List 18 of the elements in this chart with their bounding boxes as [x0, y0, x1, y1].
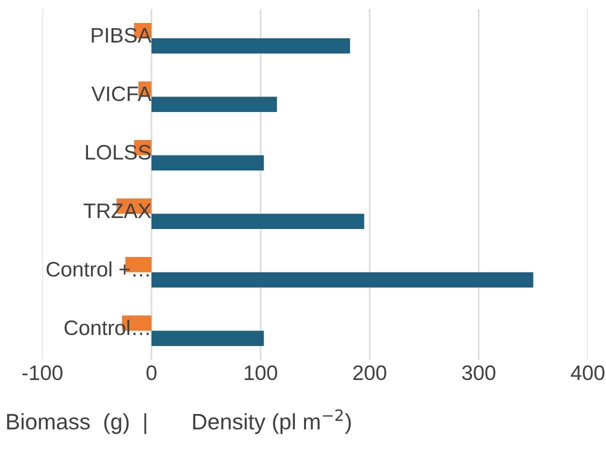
bar — [152, 38, 350, 54]
x-axis-title: Biomass (g) | Density (pl m$^{−2}$) — [7, 409, 351, 434]
y-tick-label: PIBSA — [92, 28, 152, 43]
x-tick-label: -100 — [22, 365, 62, 380]
bar — [152, 96, 277, 112]
bar — [152, 330, 264, 346]
x-tick-label: 400 — [570, 365, 604, 380]
y-tick-label: TRZAX — [84, 204, 152, 218]
bar — [152, 214, 364, 229]
bar — [152, 155, 264, 170]
bar — [152, 272, 534, 288]
y-tick-label: LOLSS — [86, 144, 151, 160]
x-tick-label: 100 — [244, 365, 278, 380]
x-tick-label: 300 — [462, 365, 496, 380]
y-tick-label: VICFA — [91, 86, 152, 102]
x-tick-label: 200 — [353, 365, 386, 380]
x-tick-label: 0 — [146, 365, 156, 380]
y-tick-label: Control… — [64, 320, 149, 336]
